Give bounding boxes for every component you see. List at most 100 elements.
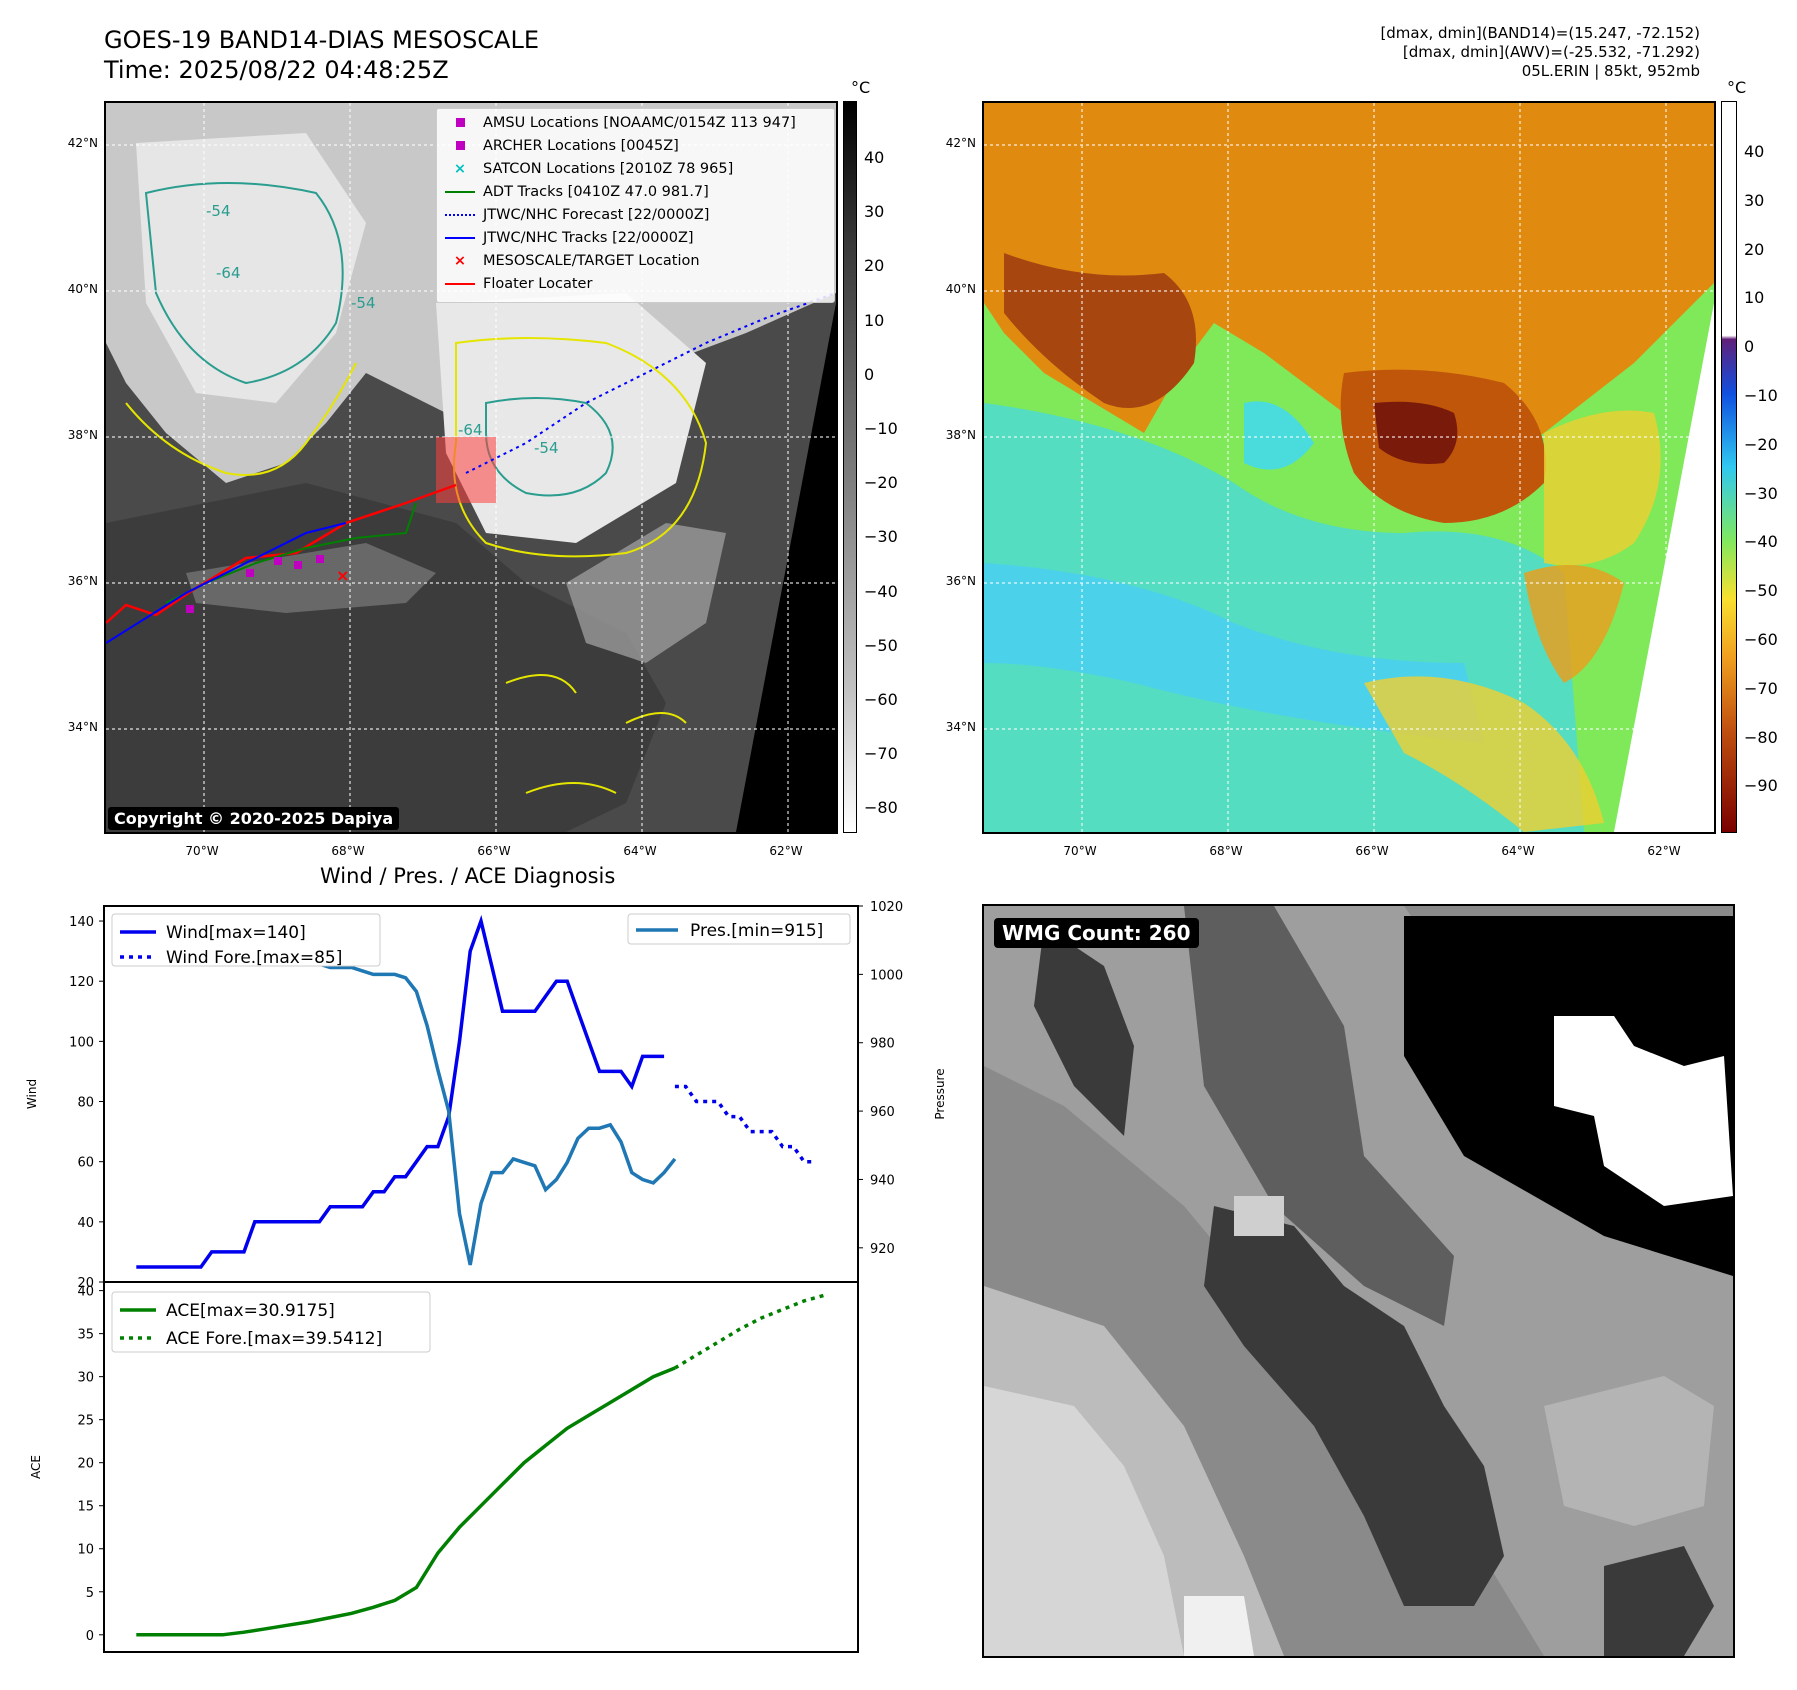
colorbar-tick-label: −30	[1744, 483, 1778, 503]
legend-label: ADT Tracks [0410Z 47.0 981.7]	[483, 184, 709, 200]
floater-box	[436, 437, 496, 503]
colorbar-tick-label: 0	[1744, 337, 1755, 357]
info-line-3: 05L.ERIN | 85kt, 952mb	[1521, 62, 1700, 80]
contour-label-4: -64	[458, 421, 483, 439]
ir-color-map-canvas	[984, 103, 1714, 832]
y2-tick-label: 920	[870, 1242, 895, 1257]
series-line-Wind Fore.[max=85]	[674, 1084, 815, 1164]
colorbar-color-unit: °C	[1727, 78, 1747, 97]
lat-tick-label: 34°N	[67, 720, 98, 734]
legend-item: JTWC/NHC Forecast [22/0000Z]	[443, 205, 709, 225]
y-tick-label: 10	[77, 1543, 94, 1558]
legend-marker-icon	[443, 230, 477, 246]
colorbar-tick-label: 40	[1744, 142, 1765, 161]
contour-label-5: -54	[534, 439, 559, 457]
colorbar-tick-label: 0	[864, 364, 875, 384]
target-marker: ×	[336, 566, 349, 585]
series-line-Pres.[min=915]	[136, 931, 677, 1266]
wmg-count-label: WMG Count: 260	[994, 918, 1199, 948]
y-tick-label: 40	[77, 1216, 94, 1231]
y2-tick-label: 940	[870, 1173, 895, 1188]
colorbar-tick-label: −10	[1744, 386, 1778, 405]
lat-tick-label: 38°N	[945, 428, 976, 442]
lat-tick-label: 40°N	[945, 282, 976, 296]
y-tick-label: 40	[77, 1285, 94, 1300]
legend-item: × MESOSCALE/TARGET Location	[443, 251, 700, 271]
y2-tick-label: 1000	[870, 968, 903, 983]
ir-color-map	[982, 101, 1716, 834]
colorbar-tick-label: 20	[1744, 239, 1765, 259]
info-line-1: [dmax, dmin](BAND14)=(15.247, -72.152)	[1380, 24, 1700, 42]
lon-tick-label: 68°W	[1209, 844, 1243, 858]
map-grid-color	[984, 103, 1714, 832]
y2-tick-label: 980	[870, 1037, 895, 1052]
series-line-ACE Fore.[max=39.5412]	[673, 1293, 827, 1370]
legend-item: ADT Tracks [0410Z 47.0 981.7]	[443, 182, 709, 202]
y-tick-label: 30	[77, 1371, 94, 1386]
colorbar-tick-label: −80	[864, 798, 898, 818]
colorbar-tick-label: −10	[864, 419, 898, 438]
lat-tick-label: 38°N	[67, 428, 98, 442]
lon-tick-label: 64°W	[623, 844, 657, 858]
diagnosis-charts: 2040608010012014092094096098010001020Win…	[25, 900, 947, 1653]
legend-marker-icon	[443, 138, 477, 154]
lat-tick-label: 42°N	[67, 136, 98, 150]
ir-gray-map: × -54 -64 -54 -64 -54 AMSU Locations [NO…	[104, 101, 838, 834]
colorbar-color	[1721, 101, 1737, 833]
y-tick-label: 80	[77, 1096, 94, 1111]
time-title: Time: 2025/08/22 04:48:25Z	[104, 56, 449, 84]
contour-label-1: -54	[206, 202, 231, 220]
legend-label: Wind Fore.[max=85]	[166, 948, 342, 968]
lon-tick-label: 66°W	[1355, 844, 1389, 858]
colorbar-tick-label: −70	[864, 744, 898, 764]
ace-plot-frame	[103, 1281, 859, 1653]
legend-item: × SATCON Locations [2010Z 78 965]	[443, 159, 733, 179]
y-axis-label: Wind	[25, 1079, 39, 1109]
legend-item: JTWC/NHC Tracks [22/0000Z]	[443, 228, 694, 248]
legend-label: ACE Fore.[max=39.5412]	[166, 1329, 382, 1349]
y-tick-label: 35	[77, 1328, 94, 1343]
colorbar-tick-label: 20	[864, 256, 885, 276]
legend-label: Pres.[min=915]	[690, 921, 823, 941]
colorbar-tick-label: −70	[1744, 678, 1778, 698]
copyright-label: Copyright © 2020-2025 Dapiya	[108, 807, 400, 830]
y2-axis-label: Pressure	[933, 1068, 947, 1119]
legend-item: AMSU Locations [NOAAMC/0154Z 113 947]	[443, 113, 796, 133]
floater-track	[106, 483, 457, 624]
wmg-canvas	[984, 906, 1733, 1656]
y-tick-label: 25	[77, 1414, 94, 1429]
wmg-panel: WMG Count: 260	[982, 904, 1735, 1658]
colorbar-tick-label: −20	[1744, 434, 1778, 454]
colorbar-tick-label: −80	[1744, 727, 1778, 747]
legend-marker-icon: ×	[453, 161, 467, 177]
colorbar-tick-label: 30	[1744, 190, 1765, 210]
lon-tick-label: 70°W	[1063, 844, 1097, 858]
y-axis-label: ACE	[29, 1455, 43, 1479]
lat-tick-label: 36°N	[67, 574, 98, 588]
contour-label-3: -54	[351, 294, 376, 312]
wind-pressure-chart: 20 40 60 80 100 120 140 920 940 960 980 1000 1020 Win…	[25, 900, 947, 1291]
lon-tick-label: 70°W	[185, 844, 219, 858]
lon-tick-label: 64°W	[1501, 844, 1535, 858]
legend-marker-icon: ×	[453, 253, 467, 269]
lat-tick-label: 36°N	[945, 574, 976, 588]
legend-box-right	[627, 913, 851, 945]
lat-tick-label: 34°N	[945, 720, 976, 734]
legend-label: ACE[max=30.9175]	[166, 1301, 335, 1321]
y2-tick-label: 960	[870, 1105, 895, 1120]
legend-marker-icon	[443, 115, 477, 131]
legend-item: Floater Locater	[443, 274, 592, 294]
lon-tick-label: 62°W	[1647, 844, 1681, 858]
legend-label: AMSU Locations [NOAAMC/0154Z 113 947]	[483, 115, 796, 131]
colorbar-tick-label: −50	[864, 635, 898, 655]
jtwc-forecast	[465, 292, 836, 474]
colorbar-gray	[843, 101, 857, 833]
legend-label: ARCHER Locations [0045Z]	[483, 138, 679, 154]
legend-label: JTWC/NHC Forecast [22/0000Z]	[483, 207, 710, 223]
colorbar-tick-label: 40	[864, 148, 885, 167]
y-tick-label: 0	[86, 1629, 94, 1644]
lon-tick-label: 66°W	[477, 844, 511, 858]
y-tick-label: 5	[86, 1586, 94, 1601]
legend-label: Floater Locater	[483, 276, 593, 292]
legend-label: Wind[max=140]	[166, 923, 306, 943]
